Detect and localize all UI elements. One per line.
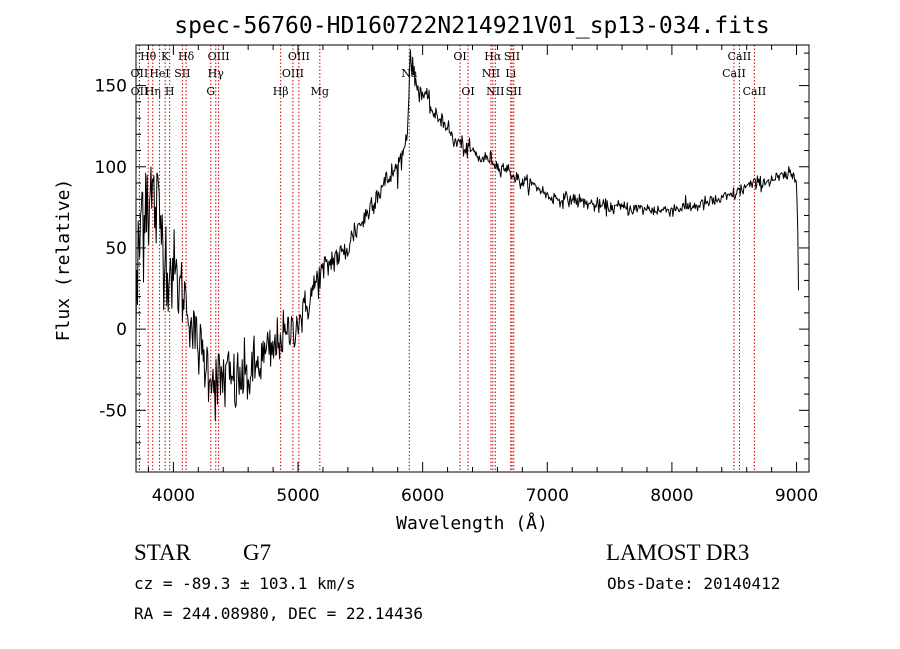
line-marker-label: CaII — [743, 85, 767, 98]
line-marker-label: CaII — [728, 50, 752, 63]
line-marker-label: SII — [506, 85, 522, 98]
line-marker-label: Li — [505, 67, 516, 80]
y-axis-label: Flux (relative) — [53, 179, 74, 342]
spectrum-series — [135, 49, 799, 422]
line-marker-label: K — [161, 50, 170, 63]
line-marker-label: Hα — [484, 50, 502, 63]
y-tick-label: 100 — [95, 158, 127, 178]
radial-velocity: cz = -89.3 ± 103.1 km/s — [134, 574, 356, 593]
line-marker-label: Hγ — [208, 67, 225, 80]
axis-ticks — [136, 45, 809, 472]
y-tick-label: 150 — [95, 77, 127, 97]
line-marker-label: OI — [453, 50, 466, 63]
x-axis-label: Wavelength (Å) — [396, 512, 548, 534]
x-tick-label: 6000 — [401, 486, 444, 506]
line-marker-label: OII — [131, 85, 149, 98]
line-marker-label: HeI — [149, 67, 169, 80]
y-tick-label: 0 — [116, 320, 127, 340]
object-class: STAR — [134, 540, 191, 565]
line-marker-label: OI — [461, 85, 474, 98]
line-marker-label: Hη — [145, 85, 161, 98]
line-marker-label: G — [206, 85, 215, 98]
x-tick-label: 5000 — [276, 486, 319, 506]
line-marker-label: Mg — [311, 85, 329, 98]
line-marker-label: SII — [504, 50, 520, 63]
x-tick-label: 9000 — [775, 486, 818, 506]
spectral-subclass: G7 — [243, 540, 272, 565]
x-tick-label: 4000 — [152, 486, 195, 506]
line-marker-label: Hβ — [273, 85, 289, 98]
plot-frame — [135, 44, 810, 473]
line-marker-label: H — [165, 85, 175, 98]
observation-date: Obs-Date: 20140412 — [607, 574, 781, 593]
chart-title: spec-56760-HD160722N214921V01_sp13-034.f… — [174, 13, 769, 39]
line-marker-label: OIII — [288, 50, 310, 63]
line-marker-label: NII — [486, 85, 504, 98]
line-marker-label: Hδ — [178, 50, 195, 63]
y-tick-labels: -50 0 50 100 150 — [95, 77, 127, 422]
x-tick-label: 7000 — [526, 486, 569, 506]
line-marker-label: OIII — [208, 50, 230, 63]
survey-name: LAMOST DR3 — [606, 540, 750, 565]
x-tick-label: 8000 — [650, 486, 693, 506]
line-marker-label: SII — [174, 67, 190, 80]
line-marker-label: NII — [482, 67, 500, 80]
line-marker-label: OIII — [282, 67, 304, 80]
y-tick-label: -50 — [99, 401, 127, 421]
y-tick-label: 50 — [105, 239, 127, 259]
spectrum-line — [135, 49, 799, 422]
x-tick-labels: 4000 5000 6000 7000 8000 9000 — [152, 486, 818, 506]
line-markers: OIIOIIHθHηHeIKHSIIHδGHγOIIIHβOIIIOIIIMgN… — [131, 45, 767, 472]
line-marker-label: Hθ — [140, 50, 157, 63]
line-marker-label: CaII — [722, 67, 746, 80]
coordinates: RA = 244.08980, DEC = 22.14436 — [134, 604, 423, 623]
